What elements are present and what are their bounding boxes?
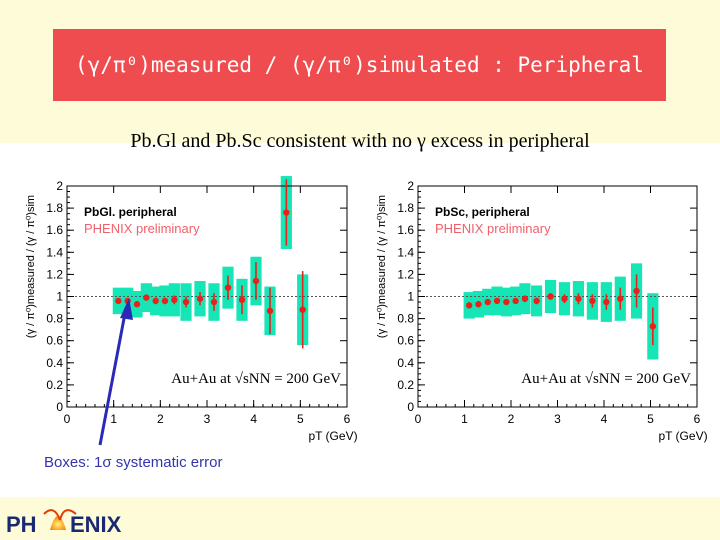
- panel-label: PbSc, peripheral: [435, 205, 530, 219]
- y-tick-label: 0.6: [397, 334, 414, 348]
- preliminary-label: PHENIX preliminary: [84, 221, 200, 236]
- data-point: [238, 296, 246, 304]
- data-point: [133, 301, 141, 308]
- y-axis-label: (γ / π⁰)measured / (γ / π⁰)sim: [376, 195, 388, 338]
- y-tick-label: 1: [407, 290, 414, 304]
- y-tick-label: 0.2: [46, 378, 63, 392]
- y-tick-label: 1.2: [46, 267, 63, 281]
- y-tick-label: 0.8: [46, 312, 63, 326]
- x-axis-label: pT (GeV): [658, 429, 707, 443]
- y-tick-label: 1.8: [397, 201, 414, 215]
- y-tick-label: 1.6: [397, 223, 414, 237]
- data-point: [633, 287, 640, 295]
- panel-label: PbGl. peripheral: [84, 205, 177, 219]
- x-tick-label: 0: [415, 412, 422, 426]
- data-point: [533, 297, 540, 305]
- data-point: [475, 301, 482, 308]
- x-tick-label: 2: [157, 412, 164, 426]
- x-tick-label: 4: [601, 412, 608, 426]
- slide-title-box: (γ/π⁰)measured / (γ/π⁰)simulated : Perip…: [53, 29, 666, 101]
- logo-text: PH: [6, 512, 37, 536]
- data-point: [603, 298, 610, 306]
- data-point: [283, 209, 290, 216]
- data-point: [224, 284, 232, 291]
- systematic-error-arrow: [98, 298, 133, 446]
- y-tick-label: 0.8: [397, 312, 414, 326]
- y-tick-label: 2: [56, 179, 63, 193]
- y-tick-label: 0.6: [46, 334, 63, 348]
- data-point: [521, 295, 529, 302]
- y-axis-label: (γ / π⁰)measured / (γ / π⁰)sim: [25, 195, 37, 338]
- slide-subtitle: Pb.Gl and Pb.Sc consistent with no γ exc…: [130, 130, 590, 152]
- data-point: [115, 297, 122, 305]
- y-tick-label: 1.2: [397, 267, 414, 281]
- x-tick-label: 5: [297, 412, 304, 426]
- data-point: [252, 277, 260, 285]
- y-tick-label: 1.4: [397, 245, 414, 259]
- svg-text:ENIX: ENIX: [70, 512, 122, 536]
- preliminary-label: PHENIX preliminary: [435, 221, 551, 236]
- x-tick-label: 1: [110, 412, 117, 426]
- y-tick-label: 0.2: [397, 378, 414, 392]
- footer-background: [0, 497, 720, 540]
- y-tick-label: 0: [407, 400, 414, 414]
- data-point: [547, 293, 554, 300]
- x-tick-label: 4: [250, 412, 257, 426]
- data-point: [575, 295, 582, 302]
- y-tick-label: 1.6: [46, 223, 63, 237]
- data-point: [465, 302, 473, 309]
- data-point: [196, 295, 204, 302]
- y-tick-label: 0.4: [46, 356, 63, 370]
- data-point: [210, 298, 218, 306]
- x-tick-label: 6: [694, 412, 701, 426]
- x-tick-label: 6: [344, 412, 351, 426]
- data-point: [493, 297, 501, 305]
- x-tick-label: 3: [554, 412, 561, 426]
- x-tick-label: 1: [461, 412, 468, 426]
- data-point: [589, 297, 596, 305]
- data-point: [503, 298, 510, 306]
- y-tick-label: 2: [407, 179, 414, 193]
- data-point: [561, 295, 568, 302]
- collision-annotation: Au+Au at √sNN = 200 GeV: [521, 371, 691, 387]
- x-tick-label: 0: [64, 412, 71, 426]
- y-tick-label: 1: [56, 290, 63, 304]
- footnote-systematic: Boxes: 1σ systematic error: [44, 454, 223, 471]
- collision-annotation: Au+Au at √sNN = 200 GeV: [171, 371, 341, 387]
- data-point: [299, 306, 306, 313]
- x-tick-label: 2: [508, 412, 515, 426]
- slide-title: (γ/π⁰)measured / (γ/π⁰)simulated : Perip…: [75, 53, 644, 77]
- y-tick-label: 0.4: [397, 356, 414, 370]
- panel-pbsc: 0 0.2 0.4 0.6 0.8 1 1.2 1.4 1.6 1.8 2 0 1 2 3 4 5 6 PbSc, …: [376, 179, 708, 443]
- data-point: [512, 297, 519, 305]
- y-tick-label: 0: [56, 400, 63, 414]
- x-tick-label: 5: [647, 412, 654, 426]
- x-axis-label: pT (GeV): [308, 429, 357, 443]
- x-tick-label: 3: [204, 412, 211, 426]
- data-point: [143, 294, 150, 301]
- data-point: [266, 307, 274, 315]
- data-point: [161, 297, 169, 305]
- data-point: [484, 298, 491, 306]
- y-tick-label: 1.8: [46, 201, 63, 215]
- data-point: [617, 295, 624, 302]
- data-point: [182, 298, 190, 306]
- data-point: [152, 297, 159, 305]
- data-point: [171, 296, 178, 304]
- y-tick-label: 1.4: [46, 245, 63, 259]
- panel-pbgl: 0 0.2 0.4 0.6 0.8 1 1.2 1.4 1.6 1.8 2 0 1 2 3 4 5 6 PbGl. …: [25, 176, 358, 443]
- data-point: [649, 323, 657, 330]
- phenix-logo: PH ENIX: [6, 509, 122, 536]
